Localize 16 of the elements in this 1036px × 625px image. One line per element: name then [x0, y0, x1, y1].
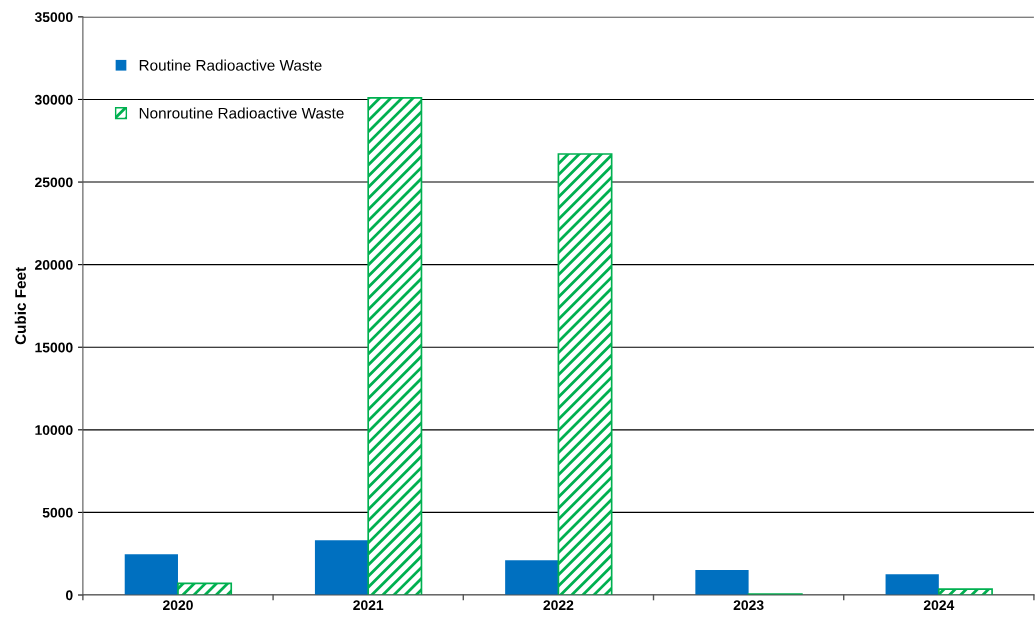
- legend-label: Routine Radioactive Waste: [139, 59, 322, 71]
- y-tick-label: 25000: [35, 177, 73, 188]
- x-tick-label: 2023: [733, 600, 764, 611]
- y-tick-label: 20000: [35, 259, 73, 270]
- x-tick-label: 2020: [163, 600, 193, 611]
- y-axis-title: Cubic Feet: [14, 267, 26, 345]
- y-tick-label: 15000: [35, 342, 73, 353]
- y-tick-label: 10000: [35, 425, 73, 435]
- x-tick-label: 2024: [923, 600, 955, 611]
- y-tick-label: 0: [65, 590, 73, 601]
- legend-label: Nonroutine Radioactive Waste: [139, 107, 344, 119]
- y-tick-label: 30000: [34, 94, 73, 105]
- y-tick-label: 5000: [42, 507, 73, 518]
- y-tick-label: 35000: [34, 12, 73, 23]
- x-tick-label: 2022: [543, 600, 574, 611]
- x-tick-label: 2021: [353, 600, 384, 611]
